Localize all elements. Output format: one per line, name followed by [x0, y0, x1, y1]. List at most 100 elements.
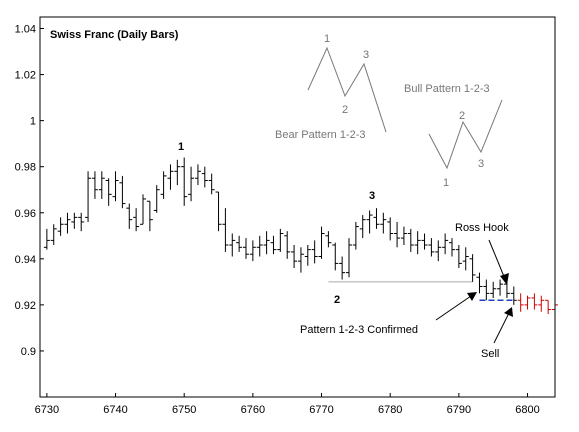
ohlc-bar: [229, 233, 236, 257]
bull-pattern-shape: [428, 99, 503, 170]
ohlc-bar: [153, 185, 160, 213]
ohlc-bar: [291, 245, 298, 269]
ohlc-bar: [57, 217, 64, 236]
x-tick-label: 6780: [378, 404, 402, 416]
ross-hook-arrow-line: [488, 239, 506, 280]
y-tick-label: 1: [30, 116, 36, 128]
ohlc-bar: [215, 191, 222, 232]
x-tick-label: 6730: [35, 404, 59, 416]
y-tick-label: 0.92: [15, 300, 36, 312]
ohlc-bar: [64, 212, 71, 234]
y-tick-label: 0.9: [21, 346, 36, 358]
sell-arrow-line: [493, 312, 510, 344]
ohlc-bar: [126, 203, 133, 229]
ohlc-bar: [394, 221, 401, 248]
ohlc-bar: [50, 224, 57, 245]
confirmed-arrow-line: [435, 295, 472, 321]
ohlc-bar: [181, 157, 188, 206]
ohlc-bar: [407, 228, 414, 252]
ohlc-bar: [208, 173, 215, 195]
ohlc-bar: [366, 210, 373, 234]
ohlc-bar: [435, 240, 442, 262]
sell-arrowhead: [504, 307, 513, 317]
ohlc-bar: [78, 212, 85, 232]
ohlc-bar: [71, 212, 78, 229]
ohlc-bar: [91, 171, 98, 199]
y-tick-label: 1.04: [15, 24, 36, 36]
ohlc-bar: [105, 178, 112, 206]
ohlc-bar: [346, 238, 352, 278]
ohlc-bar-after-entry: [538, 295, 545, 312]
ohlc-bar: [297, 247, 304, 273]
ohlc-bar: [400, 226, 407, 245]
bear-point-3: 3: [363, 49, 369, 61]
ohlc-bar: [476, 272, 483, 294]
chart-title: Swiss Franc (Daily Bars): [50, 29, 179, 41]
price-bars: [43, 157, 558, 315]
ohlc-bar: [222, 208, 229, 252]
y-tick-label: 0.96: [15, 208, 36, 220]
ohlc-bar: [311, 240, 318, 264]
x-tick-label: 6790: [447, 404, 471, 416]
ohlc-bar: [421, 233, 428, 250]
ohlc-bar: [325, 231, 332, 248]
axes: 0.9 0.92 0.94 0.96 0.98 1 1.02 1.04 6730 6740 6750…: [15, 24, 540, 416]
ohlc-bar: [236, 235, 243, 252]
ohlc-bar: [284, 231, 291, 259]
y-tick-label: 0.94: [15, 254, 36, 266]
ohlc-bar: [140, 194, 146, 225]
ohlc-bar-after-entry: [524, 295, 531, 310]
bull-pattern-label: Bull Pattern 1-2-3: [404, 83, 490, 95]
bear-pattern-label: Bear Pattern 1-2-3: [275, 129, 366, 141]
bear-point-2: 2: [342, 104, 348, 116]
bear-point-1: 1: [324, 33, 330, 45]
ohlc-bar: [332, 242, 339, 271]
x-tick-label: 6750: [172, 404, 196, 416]
ohlc-bar: [462, 247, 469, 271]
ohlc-bar: [359, 215, 366, 239]
confirmed-arrowhead: [467, 292, 477, 301]
ohlc-bar: [85, 171, 92, 222]
ohlc-bar: [428, 238, 435, 257]
ohlc-bar: [380, 212, 387, 234]
ohlc-bar: [442, 233, 449, 255]
ohlc-bar-after-entry: [545, 299, 552, 315]
x-tick-label: 6800: [515, 404, 539, 416]
ohlc-bar: [98, 171, 105, 199]
ohlc-bar: [510, 286, 517, 305]
x-tick-label: 6770: [309, 404, 333, 416]
ohlc-bar: [490, 281, 497, 298]
bull-point-1: 1: [443, 177, 449, 189]
bull-point-2: 2: [459, 110, 465, 122]
ohlc-bar-after-entry: [531, 293, 538, 310]
ohlc-bar: [339, 256, 346, 280]
bull-point-3: 3: [478, 158, 484, 170]
ohlc-bar: [188, 166, 195, 202]
ohlc-bar: [455, 245, 462, 269]
ohlc-bar: [483, 279, 490, 301]
ohlc-bar-after-entry: [517, 293, 524, 312]
ross-hook-arrowhead: [500, 273, 509, 285]
ohlc-bar: [43, 228, 50, 250]
ohlc-bar: [318, 226, 325, 259]
ohlc-bar: [469, 254, 476, 282]
ohlc-bar: [449, 238, 455, 257]
y-tick-label: 0.98: [15, 162, 36, 174]
ohlc-bar: [304, 245, 311, 266]
ohlc-bar: [243, 238, 249, 259]
ohlc-bar: [146, 200, 153, 232]
swing-label-3: 3: [369, 190, 375, 202]
swing-label-2: 2: [334, 294, 340, 306]
ohlc-bar: [497, 279, 504, 296]
ohlc-bar: [387, 217, 394, 241]
pattern-confirmed-label: Pattern 1-2-3 Confirmed: [300, 324, 418, 336]
ohlc-bar: [373, 208, 380, 229]
swing-label-1: 1: [178, 141, 184, 153]
bear-pattern-shape: [307, 46, 387, 133]
x-tick-label: 6760: [241, 404, 265, 416]
ohlc-bar: [249, 240, 256, 262]
ohlc-bar: [112, 171, 119, 202]
ohlc-bar: [167, 164, 174, 190]
